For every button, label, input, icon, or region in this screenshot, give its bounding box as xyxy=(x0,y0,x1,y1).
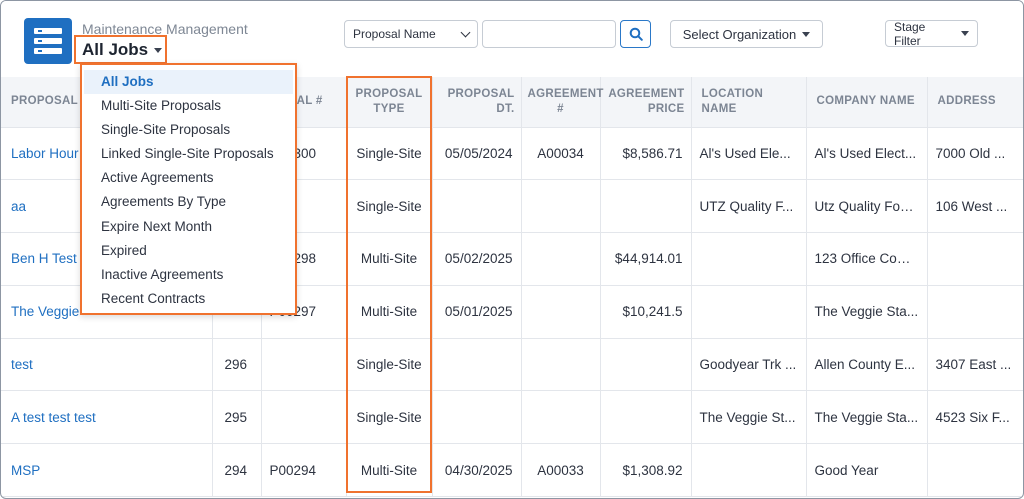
proposal-field-select-label: Proposal Name xyxy=(353,27,436,41)
cell-proposal-name[interactable]: A test test test xyxy=(1,390,213,445)
menu-item-recent-contracts[interactable]: Recent Contracts xyxy=(101,290,206,306)
cell-agreement-number: A00033 xyxy=(521,443,601,498)
table-row[interactable]: MSP 294 P00294 Multi-Site 04/30/2025 A00033 $1… xyxy=(1,443,1023,498)
menu-item-inactive-agreements[interactable]: Inactive Agreements xyxy=(101,266,224,282)
cell-proposal-type: Multi-Site xyxy=(346,285,433,339)
cell-address: 4523 Six F... xyxy=(927,390,1023,445)
view-selector-label: All Jobs xyxy=(82,40,149,59)
cell-company-name: Good Year xyxy=(806,443,928,498)
cell-address xyxy=(927,285,1023,339)
cell-agreement-price: $1,308.92 xyxy=(600,443,692,498)
search-icon xyxy=(629,27,643,41)
cell-proposal-id: 294 xyxy=(212,443,262,498)
cell-location-name: UTZ Quality F... xyxy=(691,179,807,234)
column-header-agreement-number[interactable]: AGREEMENT # xyxy=(521,77,603,128)
chevron-down-icon xyxy=(460,27,471,37)
cell-agreement-number xyxy=(521,232,601,286)
app-subtitle: Maintenance Management xyxy=(82,21,248,37)
search-input[interactable] xyxy=(482,20,616,48)
menu-item-expired[interactable]: Expired xyxy=(101,242,147,258)
cell-proposal-type: Single-Site xyxy=(346,179,433,234)
stage-filter-label: Stage Filter xyxy=(894,19,926,48)
menu-item-all-jobs[interactable]: All Jobs xyxy=(84,70,293,95)
cell-proposal-number xyxy=(261,338,347,392)
cell-agreement-number xyxy=(521,285,601,339)
cell-company-name: Allen County E... xyxy=(806,338,928,392)
organization-select-label: Select Organization xyxy=(682,26,797,42)
cell-proposal-name[interactable]: test xyxy=(1,338,213,392)
column-header-location-name[interactable]: LOCATION NAME xyxy=(691,77,807,128)
menu-item-linked-single-site-proposals[interactable]: Linked Single-Site Proposals xyxy=(101,146,274,162)
column-header-address[interactable]: ADDRESS xyxy=(927,77,1023,128)
cell-proposal-type: Multi-Site xyxy=(346,232,433,286)
view-dropdown-menu: All Jobs Multi-Site Proposals Single-Site … xyxy=(80,63,297,315)
table-header-row: PROPOSAL N POSAL # PROPOSAL TYPE PROPOSAL… xyxy=(1,77,1023,128)
cell-company-name: The Veggie Sta... xyxy=(806,285,928,339)
cell-location-name: Al's Used Ele... xyxy=(691,127,807,181)
cell-address xyxy=(927,232,1023,286)
menu-item-single-site-proposals[interactable]: Single-Site Proposals xyxy=(101,122,231,138)
menu-item-expire-next-month[interactable]: Expire Next Month xyxy=(101,218,213,234)
caret-down-icon xyxy=(961,31,969,36)
cell-agreement-number: A00034 xyxy=(521,127,601,181)
cell-agreement-price xyxy=(600,338,692,392)
stage-filter-button[interactable]: Stage Filter xyxy=(885,19,978,48)
app-logo-icon xyxy=(24,18,72,64)
cell-proposal-id: 296 xyxy=(212,338,262,392)
cell-agreement-price: $44,914.01 xyxy=(600,232,692,286)
cell-company-name: Utz Quality Foo... xyxy=(806,179,928,234)
column-header-proposal-date[interactable]: PROPOSAL DT. xyxy=(432,77,522,128)
cell-proposal-date: 05/01/2025 xyxy=(432,285,522,339)
cell-location-name xyxy=(691,232,807,286)
cell-agreement-number xyxy=(521,390,601,445)
cell-proposal-date xyxy=(432,338,522,392)
menu-item-active-agreements[interactable]: Active Agreements xyxy=(101,170,214,186)
caret-down-icon xyxy=(154,47,163,53)
cell-agreement-number xyxy=(521,338,601,392)
cell-agreement-price: $8,586.71 xyxy=(600,127,692,181)
column-header-company-name[interactable]: COMPANY NAME xyxy=(806,77,928,128)
column-header-agreement-price[interactable]: AGREEMENT PRICE xyxy=(600,77,692,128)
cell-proposal-date: 04/30/2025 xyxy=(432,443,522,498)
cell-proposal-type: Single-Site xyxy=(346,127,433,181)
cell-company-name: The Veggie Sta... xyxy=(806,390,928,445)
menu-item-multi-site-proposals[interactable]: Multi-Site Proposals xyxy=(101,98,222,114)
proposal-field-select[interactable]: Proposal Name xyxy=(344,20,478,48)
cell-agreement-price xyxy=(600,179,692,234)
column-header-proposal-type[interactable]: PROPOSAL TYPE xyxy=(346,77,433,128)
cell-proposal-number xyxy=(261,390,347,445)
cell-proposal-number: P00294 xyxy=(261,443,347,498)
cell-address xyxy=(927,443,1023,498)
cell-proposal-date: 05/02/2025 xyxy=(432,232,522,286)
table-row[interactable]: test 296 Single-Site Goodyear Trk ... Allen … xyxy=(1,338,1023,392)
cell-location-name xyxy=(691,443,807,498)
view-selector[interactable]: All Jobs xyxy=(78,38,166,62)
cell-address: 3407 East ... xyxy=(927,338,1023,392)
cell-proposal-type: Single-Site xyxy=(346,338,433,392)
cell-proposal-date xyxy=(432,390,522,445)
cell-company-name: Al's Used Elect... xyxy=(806,127,928,181)
cell-proposal-id: 295 xyxy=(212,390,262,445)
cell-agreement-price: $10,241.5 xyxy=(600,285,692,339)
menu-item-agreements-by-type[interactable]: Agreements By Type xyxy=(101,194,227,210)
cell-address: 106 West ... xyxy=(927,179,1023,234)
cell-proposal-date xyxy=(432,179,522,234)
cell-address: 7000 Old ... xyxy=(927,127,1023,181)
table-row[interactable]: A test test test 295 Single-Site The Veggie… xyxy=(1,390,1023,445)
cell-company-name: 123 Office Com... xyxy=(806,232,928,286)
cell-proposal-name[interactable]: MSP xyxy=(1,443,213,498)
cell-agreement-number xyxy=(521,179,601,234)
caret-down-icon xyxy=(802,31,811,37)
cell-proposal-type: Multi-Site xyxy=(346,443,433,498)
cell-proposal-date: 05/05/2024 xyxy=(432,127,522,181)
cell-location-name: Goodyear Trk ... xyxy=(691,338,807,392)
organization-select[interactable]: Select Organization xyxy=(670,20,823,48)
cell-location-name: The Veggie St... xyxy=(691,390,807,445)
cell-proposal-type: Single-Site xyxy=(346,390,433,445)
cell-location-name xyxy=(691,285,807,339)
cell-agreement-price xyxy=(600,390,692,445)
search-button[interactable] xyxy=(620,20,651,48)
